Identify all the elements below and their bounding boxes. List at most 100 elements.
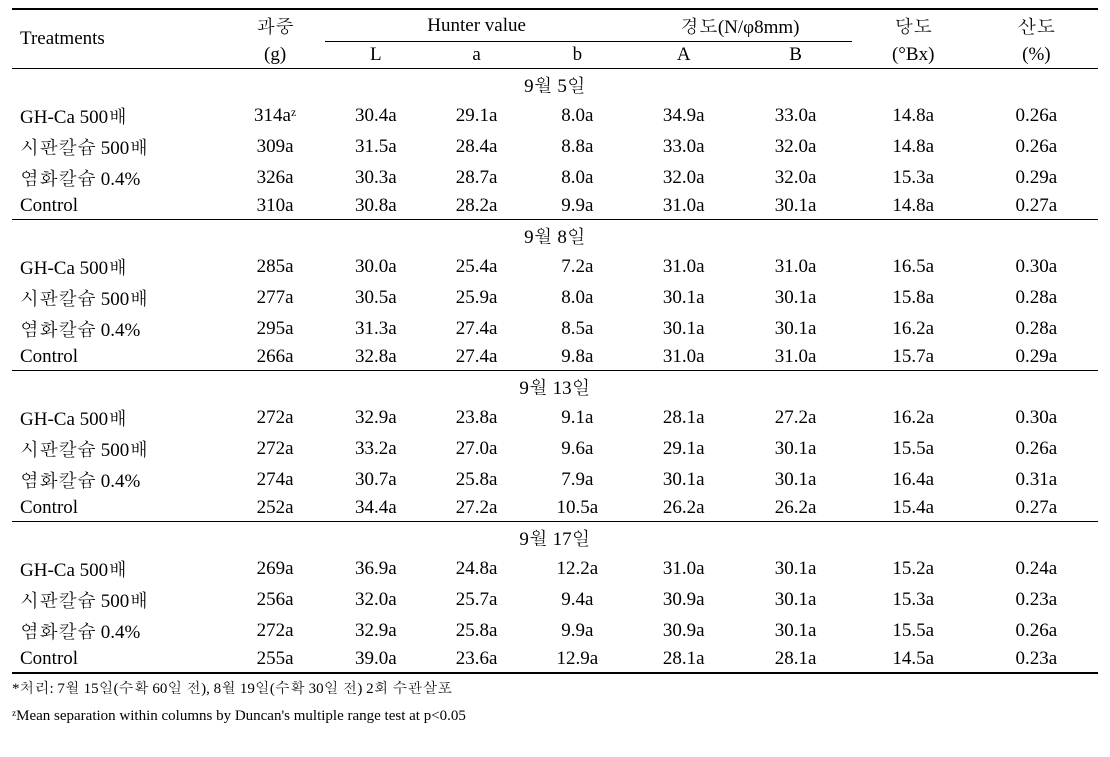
cell-l: 30.3a <box>325 162 426 193</box>
cell-treatment: Control <box>12 646 225 673</box>
cell-brix: 14.8a <box>852 131 975 162</box>
cell-l: 32.9a <box>325 615 426 646</box>
cell-brix: 15.5a <box>852 433 975 464</box>
table-row: Control255a39.0a23.6a12.9a28.1a28.1a14.5… <box>12 646 1098 673</box>
cell-acid: 0.26a <box>975 433 1098 464</box>
cell-brix: 15.3a <box>852 584 975 615</box>
cell-weight: 269a <box>225 553 326 584</box>
cell-A: 29.1a <box>628 433 740 464</box>
cell-acid: 0.26a <box>975 131 1098 162</box>
cell-treatment: GH-Ca 500배 <box>12 251 225 282</box>
section-date: 9월 8일 <box>12 220 1098 252</box>
cell-A: 31.0a <box>628 193 740 220</box>
cell-weight: 252a <box>225 495 326 522</box>
cell-b: 8.5a <box>527 313 628 344</box>
cell-weight: 285a <box>225 251 326 282</box>
header-l: L <box>325 42 426 69</box>
cell-brix: 15.3a <box>852 162 975 193</box>
header-brix-top: 당도 <box>852 9 975 42</box>
cell-b: 8.0a <box>527 162 628 193</box>
cell-B: 28.1a <box>740 646 852 673</box>
cell-acid: 0.29a <box>975 162 1098 193</box>
cell-b: 8.8a <box>527 131 628 162</box>
cell-b: 9.1a <box>527 402 628 433</box>
table-row: 염화칼슘 0.4%274a30.7a25.8a7.9a30.1a30.1a16.… <box>12 464 1098 495</box>
cell-a: 27.4a <box>426 313 527 344</box>
cell-b: 9.9a <box>527 615 628 646</box>
table-row: GH-Ca 500배314aᶻ30.4a29.1a8.0a34.9a33.0a1… <box>12 100 1098 131</box>
cell-B: 30.1a <box>740 313 852 344</box>
cell-b: 9.9a <box>527 193 628 220</box>
header-A: A <box>628 42 740 69</box>
cell-weight: 274a <box>225 464 326 495</box>
cell-a: 29.1a <box>426 100 527 131</box>
footnote-1: *처리: 7월 15일(수확 60일 전), 8월 19일(수확 30일 전) … <box>12 678 1098 701</box>
footnote-2: ᶻMean separation within columns by Dunca… <box>12 705 1098 728</box>
cell-A: 31.0a <box>628 344 740 371</box>
header-hunter: Hunter value <box>325 9 627 42</box>
cell-b: 9.4a <box>527 584 628 615</box>
cell-a: 27.2a <box>426 495 527 522</box>
cell-weight: 255a <box>225 646 326 673</box>
table-row: GH-Ca 500배269a36.9a24.8a12.2a31.0a30.1a1… <box>12 553 1098 584</box>
cell-treatment: 시판칼슘 500배 <box>12 433 225 464</box>
cell-b: 9.6a <box>527 433 628 464</box>
cell-b: 12.2a <box>527 553 628 584</box>
cell-A: 28.1a <box>628 646 740 673</box>
table-row: 시판칼슘 500배256a32.0a25.7a9.4a30.9a30.1a15.… <box>12 584 1098 615</box>
cell-A: 31.0a <box>628 553 740 584</box>
cell-A: 26.2a <box>628 495 740 522</box>
cell-brix: 15.7a <box>852 344 975 371</box>
cell-A: 33.0a <box>628 131 740 162</box>
cell-B: 30.1a <box>740 553 852 584</box>
cell-a: 25.8a <box>426 615 527 646</box>
header-weight-unit: (g) <box>225 42 326 69</box>
cell-treatment: Control <box>12 193 225 220</box>
cell-treatment: 염화칼슘 0.4% <box>12 162 225 193</box>
cell-a: 28.4a <box>426 131 527 162</box>
cell-l: 31.5a <box>325 131 426 162</box>
cell-weight: 309a <box>225 131 326 162</box>
cell-treatment: 염화칼슘 0.4% <box>12 615 225 646</box>
cell-acid: 0.28a <box>975 313 1098 344</box>
cell-brix: 16.2a <box>852 313 975 344</box>
table-row: Control252a34.4a27.2a10.5a26.2a26.2a15.4… <box>12 495 1098 522</box>
cell-weight: 272a <box>225 615 326 646</box>
cell-B: 30.1a <box>740 433 852 464</box>
cell-treatment: GH-Ca 500배 <box>12 402 225 433</box>
cell-B: 32.0a <box>740 162 852 193</box>
cell-b: 8.0a <box>527 100 628 131</box>
cell-a: 25.8a <box>426 464 527 495</box>
cell-brix: 14.5a <box>852 646 975 673</box>
cell-B: 31.0a <box>740 344 852 371</box>
cell-weight: 326a <box>225 162 326 193</box>
section-date-row: 9월 13일 <box>12 371 1098 403</box>
cell-l: 33.2a <box>325 433 426 464</box>
cell-B: 30.1a <box>740 464 852 495</box>
cell-l: 32.9a <box>325 402 426 433</box>
cell-B: 30.1a <box>740 584 852 615</box>
header-brix-unit: (°Bx) <box>852 42 975 69</box>
cell-l: 30.0a <box>325 251 426 282</box>
cell-A: 30.1a <box>628 282 740 313</box>
cell-a: 23.8a <box>426 402 527 433</box>
table-row: 시판칼슘 500배277a30.5a25.9a8.0a30.1a30.1a15.… <box>12 282 1098 313</box>
cell-B: 30.1a <box>740 193 852 220</box>
table-row: GH-Ca 500배272a32.9a23.8a9.1a28.1a27.2a16… <box>12 402 1098 433</box>
cell-acid: 0.28a <box>975 282 1098 313</box>
cell-a: 27.0a <box>426 433 527 464</box>
cell-acid: 0.27a <box>975 193 1098 220</box>
table-row: Control310a30.8a28.2a9.9a31.0a30.1a14.8a… <box>12 193 1098 220</box>
cell-acid: 0.23a <box>975 646 1098 673</box>
header-B: B <box>740 42 852 69</box>
section-date: 9월 17일 <box>12 522 1098 554</box>
cell-B: 27.2a <box>740 402 852 433</box>
cell-B: 32.0a <box>740 131 852 162</box>
header-acid-unit: (%) <box>975 42 1098 69</box>
cell-a: 25.9a <box>426 282 527 313</box>
cell-l: 34.4a <box>325 495 426 522</box>
cell-weight: 310a <box>225 193 326 220</box>
header-b: b <box>527 42 628 69</box>
cell-weight: 295a <box>225 313 326 344</box>
cell-B: 31.0a <box>740 251 852 282</box>
